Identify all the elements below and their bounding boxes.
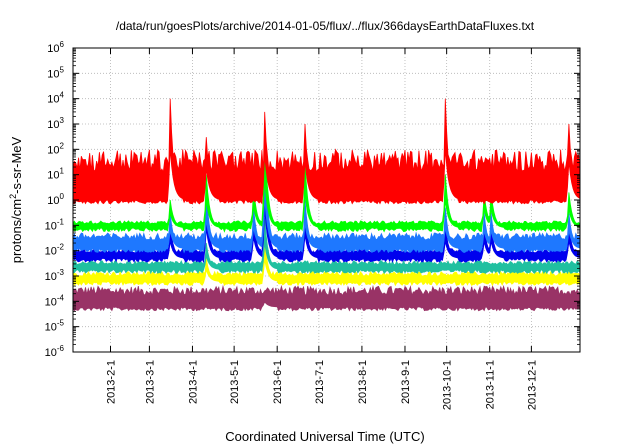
- ticks: [73, 47, 580, 353]
- x-tick-label: 2013-3-1: [144, 360, 156, 404]
- x-tick-label: 2013-6-1: [272, 360, 284, 404]
- y-tick-label: 100: [47, 192, 64, 207]
- y-tick-label: 10-4: [45, 293, 65, 308]
- y-tick-label: 10-5: [45, 319, 65, 334]
- x-axis-label: Coordinated Universal Time (UTC): [225, 429, 424, 444]
- y-tick-label: 105: [47, 65, 64, 80]
- x-tick-label: 2013-10-1: [442, 360, 454, 410]
- y-tick-label: 103: [47, 116, 64, 131]
- chart-title: /data/run/goesPlots/archive/2014-01-05/f…: [116, 19, 535, 33]
- x-tick-label: 2013-2-1: [106, 360, 118, 404]
- y-tick-label: 106: [47, 40, 64, 55]
- x-tick-label: 2013-11-1: [485, 360, 497, 409]
- y-axis-label: protons/cm2-s-sr-MeV: [8, 136, 24, 263]
- y-tick-label: 104: [47, 91, 64, 106]
- y-tick-label: 10-2: [45, 243, 65, 258]
- series-band-0: [72, 284, 581, 312]
- y-tick-labels: 10-6 10-5 10-4 10-3 10-2 10-1 100 101 102 103 104 1…: [45, 40, 65, 359]
- x-tick-label: 2013-7-1: [314, 360, 326, 404]
- x-tick-labels: 2013-2-1 2013-3-1 2013-4-1 2013-5-1 2013-6-1…: [106, 360, 539, 410]
- y-tick-label: 102: [47, 141, 64, 156]
- y-tick-label: 10-1: [45, 217, 65, 232]
- x-tick-label: 2013-12-1: [526, 360, 538, 410]
- x-tick-label: 2013-5-1: [229, 360, 241, 404]
- y-tick-label: 10-3: [45, 268, 65, 283]
- x-tick-label: 2013-8-1: [357, 360, 369, 404]
- y-tick-label: 10-6: [45, 344, 65, 359]
- x-tick-label: 2013-4-1: [187, 360, 199, 404]
- y-tick-label: 101: [47, 167, 64, 182]
- x-tick-label: 2013-9-1: [400, 360, 412, 404]
